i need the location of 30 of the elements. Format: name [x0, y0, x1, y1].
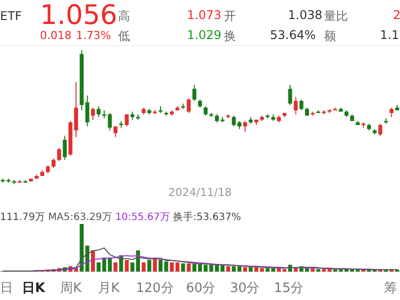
- text: 2: [393, 8, 400, 22]
- text: 周K: [60, 280, 82, 297]
- text: 低: [118, 28, 130, 45]
- text: MA5:63.29万: [48, 212, 113, 223]
- text: 30分: [230, 280, 260, 297]
- text: 日: [0, 280, 13, 297]
- text: 1.1: [380, 28, 400, 42]
- text: 换手:53.637%: [173, 212, 241, 223]
- text: 开: [224, 8, 236, 25]
- text: 0.018: [40, 29, 72, 42]
- text: 10:55.67万: [115, 212, 171, 223]
- text: 1.056: [40, 0, 118, 31]
- text: 换: [224, 28, 236, 45]
- text: 120分: [136, 280, 174, 297]
- text: 111.79万: [0, 212, 46, 223]
- text: 月K: [98, 280, 120, 297]
- text: 高: [118, 8, 130, 25]
- text: 60分: [186, 280, 216, 297]
- text: 1.038: [288, 8, 322, 22]
- text: 额: [324, 28, 336, 45]
- text: 日K: [22, 280, 46, 297]
- text: ETF: [0, 9, 22, 23]
- text: 2024/11/18: [168, 186, 232, 199]
- text: 15分: [274, 280, 304, 297]
- text: 1.73%: [76, 29, 111, 42]
- text: 量比: [324, 8, 348, 25]
- text: 1.073: [187, 8, 222, 22]
- text: 1.029: [187, 28, 222, 42]
- text: 筹: [384, 280, 397, 297]
- text: 53.64%: [270, 28, 316, 42]
